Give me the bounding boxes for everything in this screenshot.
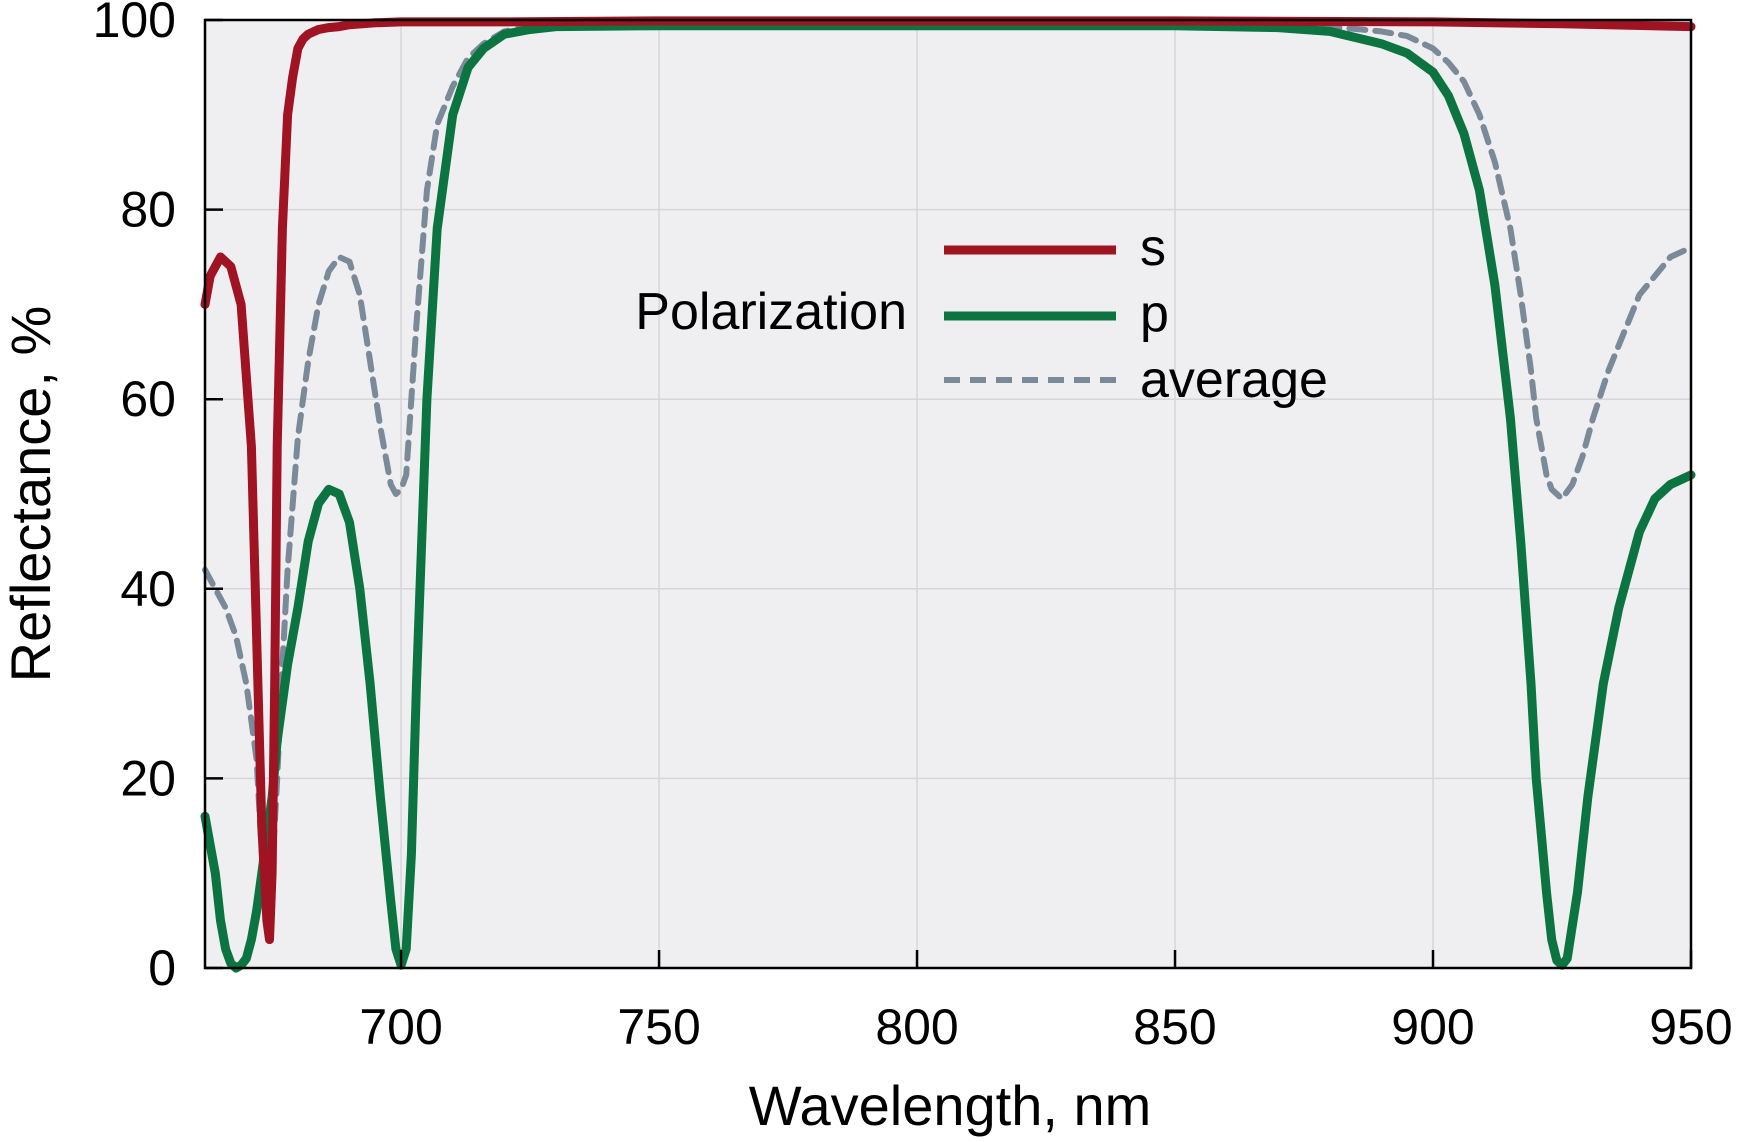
x-tick-label: 900: [1391, 999, 1474, 1055]
x-tick-label: 950: [1649, 999, 1732, 1055]
x-tick-label: 800: [875, 999, 958, 1055]
x-axis-title: Wavelength, nm: [749, 1074, 1152, 1137]
y-tick-label: 0: [148, 940, 176, 996]
x-tick-label: 850: [1133, 999, 1216, 1055]
legend-label-p: p: [1140, 285, 1169, 343]
y-tick-label: 40: [120, 561, 176, 617]
grid-lines: [205, 19, 1692, 969]
legend-label-average: average: [1140, 351, 1328, 409]
plot-frame: [203, 18, 1693, 970]
x-tick-label: 750: [617, 999, 700, 1055]
legend-title: Polarization: [635, 283, 907, 341]
y-axis-title: Reflectance, %: [0, 306, 62, 683]
plot-background: [205, 20, 1691, 968]
legend: Polarization s p average: [635, 219, 1328, 409]
legend-label-s: s: [1140, 219, 1166, 277]
x-tick-label: 700: [359, 999, 442, 1055]
y-tick-label: 60: [120, 371, 176, 427]
axis-ticks: 700 750 800 850 900 950 0 20 40 60 80 100: [93, 0, 1733, 1055]
y-tick-label: 80: [120, 182, 176, 238]
y-tick-label: 100: [93, 0, 176, 48]
y-tick-label: 20: [120, 750, 176, 806]
